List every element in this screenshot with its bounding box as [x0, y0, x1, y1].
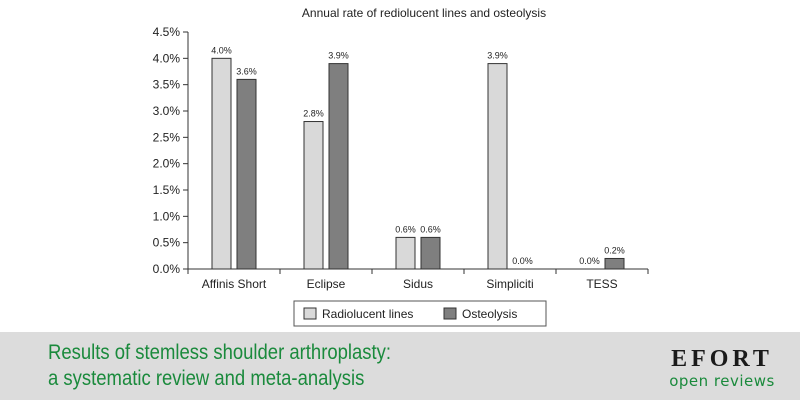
- data-label: 0.0%: [579, 256, 600, 266]
- data-label: 0.6%: [420, 224, 441, 234]
- y-tick-label: 4.5%: [153, 25, 181, 39]
- y-tick-label: 4.0%: [153, 51, 181, 65]
- brand-name: EFORT: [671, 346, 773, 372]
- y-tick-label: 1.5%: [153, 183, 181, 197]
- brand-sub: open reviews: [669, 372, 775, 390]
- data-label: 0.0%: [512, 256, 533, 266]
- footer-banner: Results of stemless shoulder arthroplast…: [0, 332, 800, 400]
- y-tick-label: 1.0%: [153, 209, 181, 223]
- x-tick-label: Simpliciti: [486, 277, 533, 291]
- x-tick-label: Eclipse: [307, 277, 346, 291]
- y-tick-label: 0.0%: [153, 262, 181, 276]
- bar-osteolysis: [604, 257, 625, 270]
- bar-osteolysis: [328, 63, 349, 270]
- y-tick-label: 3.0%: [153, 104, 181, 118]
- legend-box: [293, 300, 547, 327]
- data-label: 4.0%: [211, 45, 232, 55]
- x-tick-label: Affinis Short: [202, 277, 267, 291]
- article-title: Results of stemless shoulder arthroplast…: [48, 340, 391, 392]
- data-label: 0.6%: [395, 224, 416, 234]
- legend-swatch-osteolysis: [443, 307, 457, 320]
- data-label: 3.9%: [328, 51, 349, 61]
- bar-osteolysis: [420, 236, 441, 270]
- data-label: 3.9%: [487, 51, 508, 61]
- y-tick-label: 3.5%: [153, 78, 181, 92]
- legend-label-osteolysis: Osteolysis: [462, 307, 517, 321]
- chart: Annual rate of rediolucent lines and ost…: [153, 6, 649, 327]
- bar-radiolucent: [211, 57, 232, 270]
- chart-title: Annual rate of rediolucent lines and ost…: [302, 6, 546, 20]
- y-tick-label: 0.5%: [153, 236, 181, 250]
- legend-swatch-radiolucent: [303, 307, 317, 320]
- article-title-line-1: Results of stemless shoulder arthroplast…: [48, 341, 392, 364]
- legend-label-radiolucent: Radiolucent lines: [322, 307, 413, 321]
- article-title-line-2: a systematic review and meta-analysis: [48, 367, 365, 390]
- bar-radiolucent: [395, 236, 416, 270]
- data-label: 0.2%: [604, 245, 625, 255]
- bar-radiolucent: [303, 121, 324, 270]
- data-label: 3.6%: [236, 66, 257, 76]
- bar-osteolysis: [236, 78, 257, 270]
- data-label: 2.8%: [303, 109, 324, 119]
- x-tick-label: Sidus: [403, 277, 433, 291]
- x-tick-label: TESS: [586, 277, 617, 291]
- y-tick-label: 2.0%: [153, 157, 181, 171]
- y-tick-label: 2.5%: [153, 130, 181, 144]
- bar-radiolucent: [487, 63, 508, 270]
- efort-logo: EFORT open reviews: [652, 346, 792, 390]
